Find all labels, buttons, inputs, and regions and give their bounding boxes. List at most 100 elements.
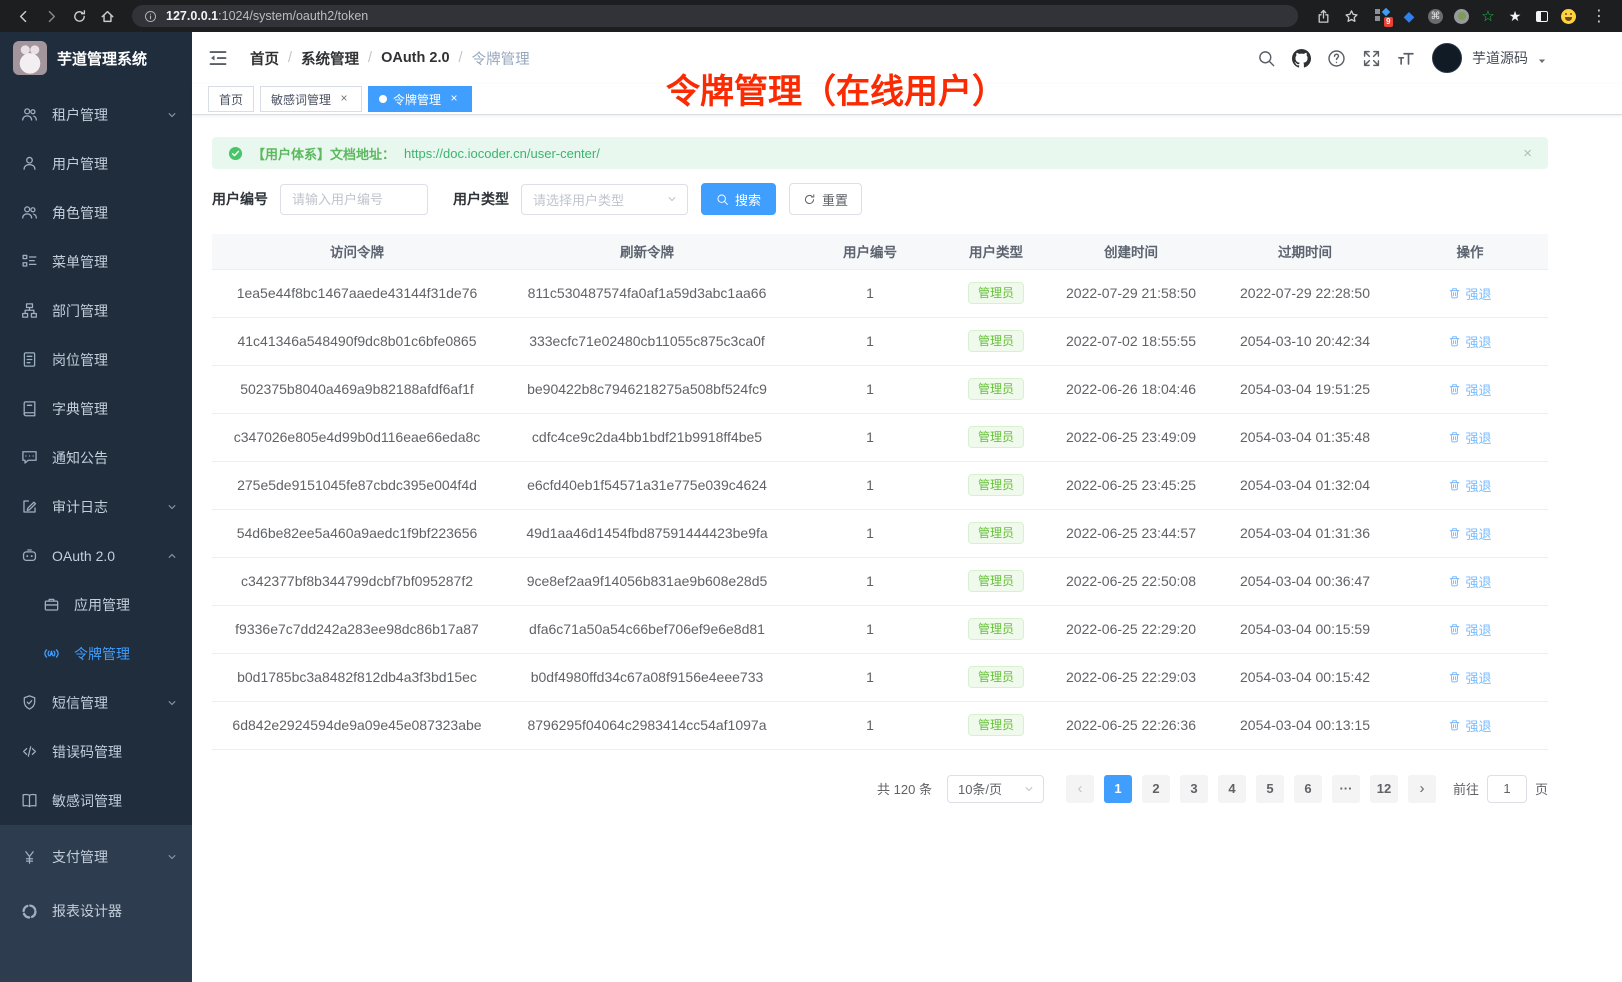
table-row: 41c41346a548490f9dc8b01c6bfe0865 333ecfc7… [212,317,1548,366]
search-icon[interactable] [1257,49,1276,68]
sidebar-item-dept-management[interactable]: 部门管理 [0,286,192,335]
extension-grid-icon[interactable]: 9 [1374,7,1393,27]
force-logout-button[interactable]: 强退 [1448,332,1492,351]
page-size-select[interactable]: 10条/页 [946,774,1044,803]
prev-page-button[interactable]: ‹ [1065,774,1094,803]
tab-sensitive-word[interactable]: 敏感词管理 × [260,86,363,112]
refresh-token-cell: b0df4980ffd34c67a08f9156e4eee733 [502,653,792,702]
breadcrumb-separator: / [288,50,293,66]
refresh-token-cell: cdfc4ce9c2da4bb1bdf21b9918ff4be5 [502,413,792,462]
search-button[interactable]: 搜索 [701,183,777,215]
sidebar-item-app-management[interactable]: 应用管理 [0,580,192,629]
user-type-cell: 管理员 [948,701,1044,750]
sidebar-item-user-management[interactable]: 用户管理 [0,139,192,188]
force-logout-button[interactable]: 强退 [1448,668,1492,687]
page-button-6[interactable]: 6 [1293,774,1322,803]
navbar-actions: 芋道源码 [1257,43,1548,73]
next-page-button[interactable]: › [1407,774,1436,803]
access-token-cell: 1ea5e44f8bc1467aaede43144f31de76 [212,269,502,318]
user-avatar[interactable] [1432,43,1462,73]
sidebar-item-audit-log[interactable]: 审计日志 [0,482,192,531]
extension-record-icon[interactable] [1454,8,1469,24]
back-icon[interactable] [10,3,36,29]
app-logo[interactable]: 芋道管理系统 [0,32,192,84]
extension-command-icon[interactable]: ⌘ [1428,8,1443,24]
breadcrumb-item[interactable]: OAuth 2.0 [381,50,450,66]
force-logout-button[interactable]: 强退 [1448,380,1492,399]
github-icon[interactable] [1292,49,1311,68]
force-logout-button[interactable]: 强退 [1448,428,1492,447]
alert-close-icon[interactable]: × [1523,144,1532,162]
sidebar-item-label: 部门管理 [52,302,108,319]
created-time-cell: 2022-06-25 22:50:08 [1044,557,1218,606]
force-logout-button[interactable]: 强退 [1448,476,1492,495]
breadcrumb-item[interactable]: 首页 [250,51,279,68]
user-id-input[interactable] [280,183,428,215]
reset-button[interactable]: 重置 [789,183,863,215]
created-time-cell: 2022-07-02 18:55:55 [1044,317,1218,366]
forward-icon[interactable] [38,3,64,29]
force-logout-button[interactable]: 强退 [1448,620,1492,639]
tab-token[interactable]: 令牌管理 × [368,86,473,112]
sidebar-item-oauth2[interactable]: OAuth 2.0 [0,531,192,580]
page-button-4[interactable]: 4 [1217,774,1246,803]
extension-star-icon[interactable]: ☆ [1481,8,1495,25]
bookmark-star-icon[interactable] [1338,3,1364,29]
success-check-icon [228,146,243,160]
sidebar-item-error-code-management[interactable]: 错误码管理 [0,727,192,776]
delete-icon [1448,383,1461,396]
sidebar-item-notice-announcement[interactable]: 通知公告 [0,433,192,482]
sidebar-item-pay-management[interactable]: 支付管理 [0,830,192,884]
goto-page-input[interactable] [1486,774,1527,803]
expire-time-cell: 2022-07-29 22:28:50 [1218,269,1392,318]
sidebar-item-menu-management[interactable]: 菜单管理 [0,237,192,286]
browser-menu-icon[interactable]: ⋮ [1591,8,1607,25]
user-type-select[interactable]: 请选择用户类型 [521,183,688,215]
extension-splitview-icon[interactable] [1534,8,1550,24]
address-bar[interactable]: 127.0.0.1:1024/system/oauth2/token [132,5,1298,27]
delete-icon [1448,431,1461,444]
extension-gem-icon[interactable]: ◆ [1403,7,1415,24]
reload-icon[interactable] [66,3,92,29]
extension-emoji-icon[interactable] [1561,8,1576,24]
help-icon[interactable] [1327,49,1346,68]
pagination-more[interactable]: ··· [1331,774,1360,803]
tab-home[interactable]: 首页 [208,86,255,112]
alert-doc-link[interactable]: https://doc.iocoder.cn/user-center/ [404,145,600,161]
fullscreen-icon[interactable] [1362,49,1381,68]
sidebar-item-dict-management[interactable]: 字典管理 [0,384,192,433]
force-logout-button[interactable]: 强退 [1448,572,1492,591]
page-button-12[interactable]: 12 [1369,774,1398,803]
username[interactable]: 芋道源码 [1472,50,1528,66]
action-cell: 强退 [1392,269,1548,318]
close-tab-icon[interactable]: × [340,91,348,105]
share-icon[interactable] [1310,3,1336,29]
page-button-1[interactable]: 1 [1103,774,1132,803]
close-tab-icon[interactable]: × [450,91,458,105]
page-button-2[interactable]: 2 [1141,774,1170,803]
home-icon[interactable] [94,3,120,29]
font-size-icon[interactable] [1397,49,1416,68]
column-header: 用户类型 [948,234,1044,270]
force-logout-button[interactable]: 强退 [1448,716,1492,735]
action-cell: 强退 [1392,557,1548,606]
column-header: 过期时间 [1218,234,1392,270]
sidebar-item-role-management[interactable]: 角色管理 [0,188,192,237]
action-cell: 强退 [1392,461,1548,510]
sidebar-item-sensitive-word-management[interactable]: 敏感词管理 [0,776,192,825]
page-button-5[interactable]: 5 [1255,774,1284,803]
force-logout-button[interactable]: 强退 [1448,524,1492,543]
extension-pinwheel-icon[interactable]: ★ [1508,7,1522,24]
sidebar-toggle-icon[interactable] [208,48,228,68]
sidebar-item-sms-management[interactable]: 短信管理 [0,678,192,727]
sidebar-item-tenant-management[interactable]: 租户管理 [0,90,192,139]
page-button-3[interactable]: 3 [1179,774,1208,803]
sidebar-item-post-management[interactable]: 岗位管理 [0,335,192,384]
caret-down-icon[interactable] [1536,55,1548,67]
force-logout-button[interactable]: 强退 [1448,284,1492,303]
sidebar-item-report-designer[interactable]: 报表设计器 [0,884,192,938]
breadcrumb-item[interactable]: 系统管理 [301,51,360,68]
table-row: c347026e805e4d99b0d116eae66eda8c cdfc4ce9… [212,413,1548,462]
site-info-icon[interactable] [144,10,157,23]
sidebar-item-token-management[interactable]: 令牌管理 [0,629,192,678]
